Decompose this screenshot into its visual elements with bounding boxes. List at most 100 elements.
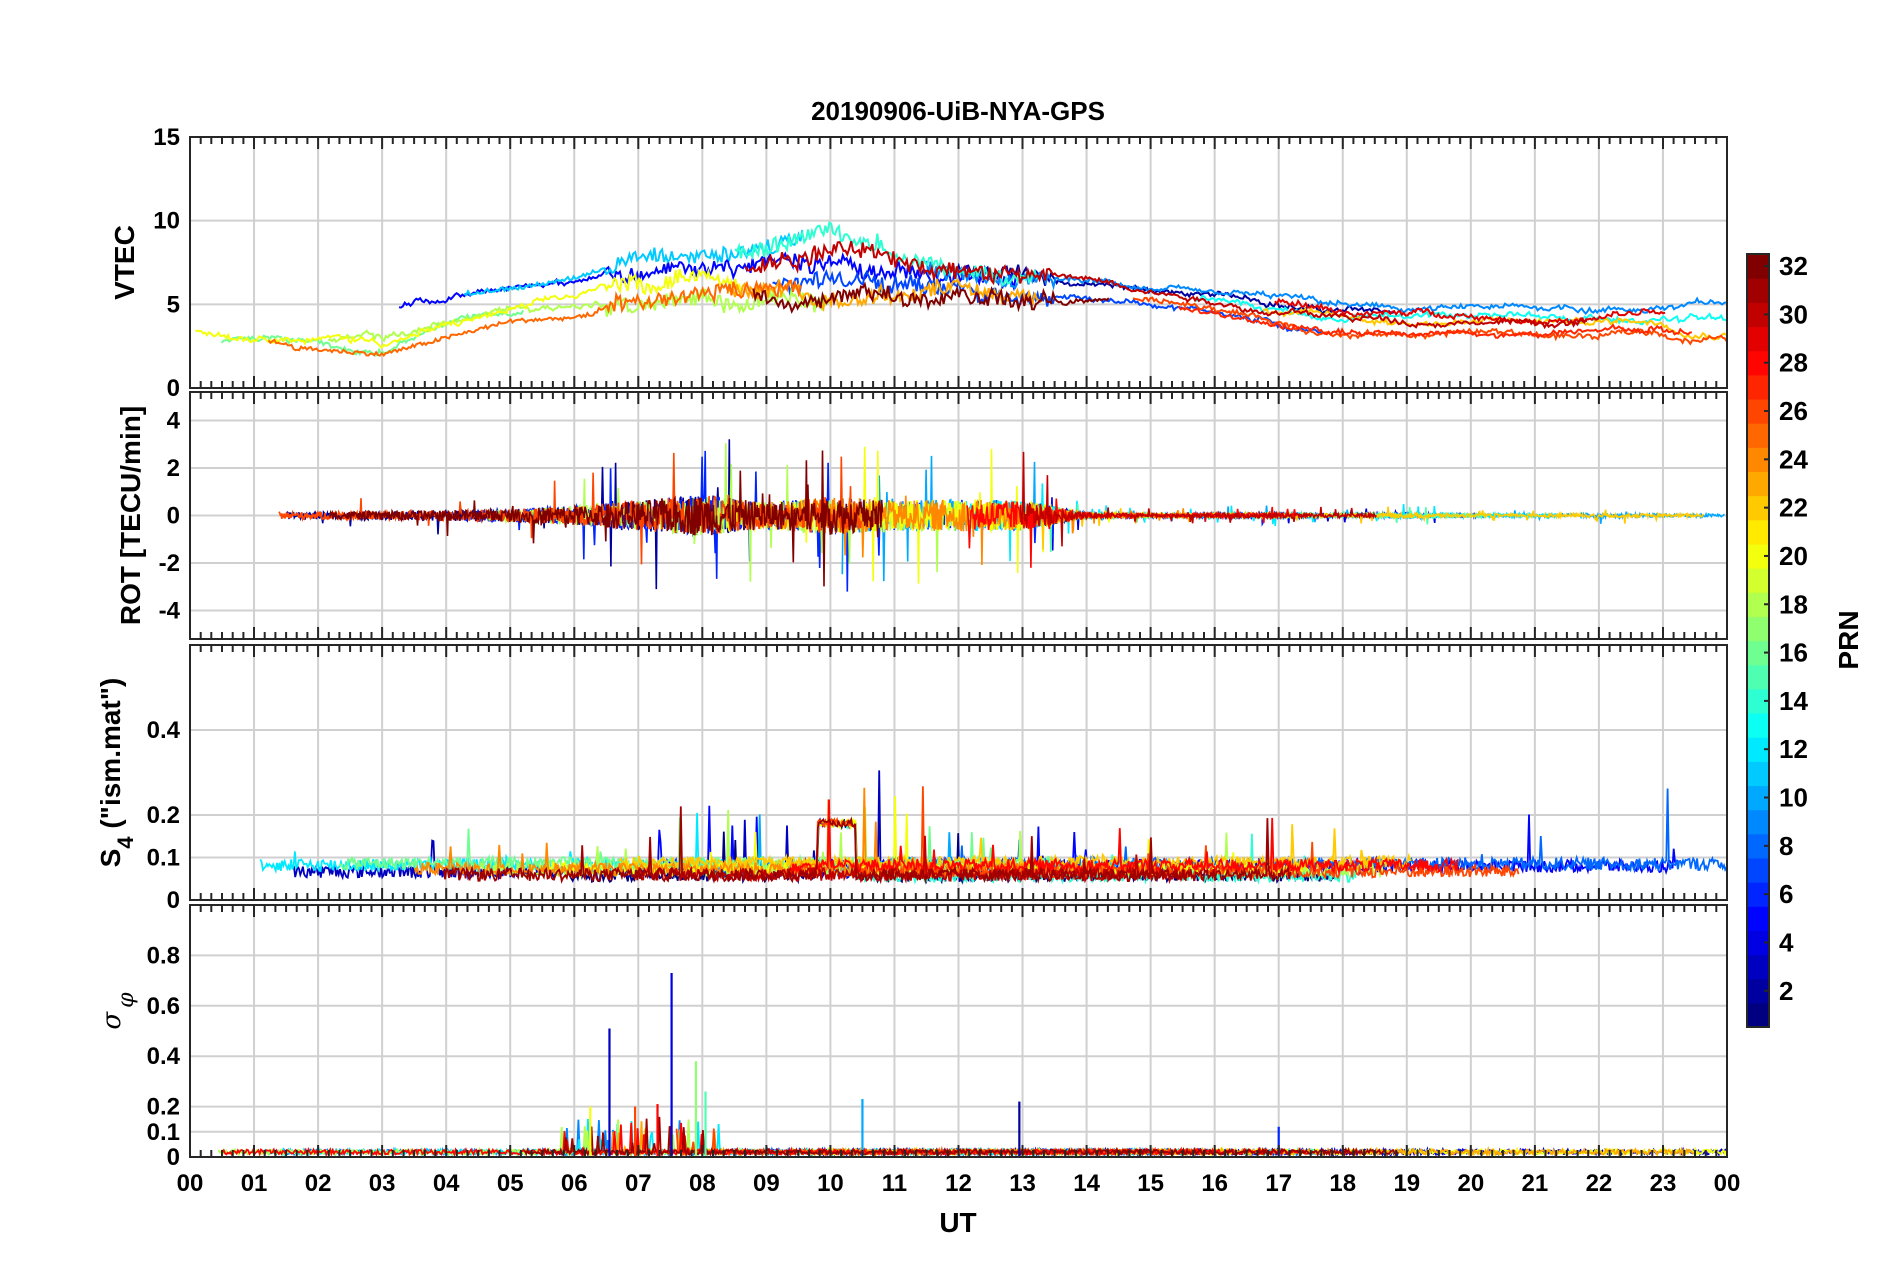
vtec-series: [267, 279, 802, 358]
colorbar-tick-label: 32: [1779, 251, 1808, 281]
x-axis-label: UT: [939, 1207, 976, 1238]
y-axis-label: σφ: [97, 992, 139, 1030]
colorbar-tick-label: 8: [1779, 831, 1793, 861]
y-tick-label: 0: [167, 375, 180, 402]
colorbar-swatch: [1747, 833, 1769, 859]
x-tick-label: 16: [1201, 1170, 1228, 1197]
x-tick-label: 12: [945, 1170, 972, 1197]
series-group: [278, 439, 1725, 592]
series-group: [195, 221, 1727, 358]
colorbar-swatch: [1747, 254, 1769, 279]
colorbar-swatch: [1747, 519, 1769, 545]
colorbar-swatch: [1747, 906, 1769, 931]
vtec-series: [1177, 305, 1693, 339]
y-tick-label: 0.1: [147, 1119, 180, 1146]
x-tick-label: 22: [1586, 1170, 1613, 1197]
colorbar-tick-label: 10: [1779, 783, 1808, 813]
colorbar-tick-label: 2: [1779, 976, 1793, 1006]
x-ticks: [189, 645, 1728, 900]
y-axis-label: ROT [TECU/min]: [115, 406, 146, 625]
x-tick-label: 19: [1393, 1170, 1420, 1197]
colorbar-tick-label: 30: [1779, 299, 1808, 329]
x-tick-label: 13: [1009, 1170, 1036, 1197]
x-tick-label: 10: [817, 1170, 844, 1197]
colorbar-swatch: [1747, 1002, 1769, 1028]
colorbar-swatch: [1747, 568, 1769, 593]
rot-series: [1019, 451, 1377, 547]
colorbar-swatch: [1747, 616, 1769, 642]
colorbar-tick-label: 4: [1779, 927, 1794, 957]
y-tick-label: 0.1: [147, 845, 180, 872]
x-ticks: [189, 137, 1728, 388]
x-tick-label: 01: [241, 1170, 268, 1197]
y-tick-label: 0: [167, 1144, 180, 1171]
s4-series: [787, 799, 1459, 875]
vtec-series: [327, 287, 831, 344]
colorbar-swatch: [1747, 640, 1769, 666]
x-tick-label: 03: [369, 1170, 396, 1197]
colorbar-tick-label: 26: [1779, 396, 1808, 426]
sigma-phi-series: [524, 1116, 1399, 1157]
x-tick-label: 17: [1265, 1170, 1292, 1197]
x-tick-label: 00: [177, 1170, 204, 1197]
x-tick-label: 04: [433, 1170, 460, 1197]
rot-series: [990, 501, 1704, 550]
y-tick-label: 0.2: [147, 1094, 180, 1121]
vtec-series: [195, 268, 743, 350]
colorbar-tick-label: 16: [1779, 638, 1808, 668]
panel-2: -4 -2 0 2 4 ROT [TECU/min]: [115, 391, 1728, 640]
y-tick-label: 0.6: [147, 993, 180, 1020]
y-axis-label: VTEC: [109, 225, 140, 300]
colorbar-swatch: [1747, 495, 1769, 521]
colorbar-tick-label: 22: [1779, 493, 1808, 523]
y-tick-label: 0.4: [147, 717, 181, 744]
series-group: [217, 973, 1727, 1157]
colorbar-swatch: [1747, 809, 1769, 835]
x-tick-label: 15: [1137, 1170, 1164, 1197]
rot-series: [1033, 504, 1489, 553]
vtec-series: [925, 260, 1727, 315]
colorbar-swatch: [1747, 930, 1769, 956]
rot-series: [966, 498, 1297, 568]
colorbar-swatch: [1747, 761, 1769, 787]
vtec-series: [1274, 297, 1666, 326]
panel-3: 0 0.1 0.2 0.4 S4 ("ism.mat"): [95, 644, 1728, 914]
x-ticks: [189, 392, 1728, 639]
colorbar-swatch: [1747, 350, 1769, 376]
x-tick-label: 06: [561, 1170, 588, 1197]
colorbar-swatch: [1747, 398, 1769, 424]
colorbar-swatch: [1747, 737, 1769, 762]
panel-1: 0 5 10 15 VTEC: [109, 124, 1728, 402]
x-tick-label: 23: [1650, 1170, 1677, 1197]
x-tick-label: 00: [1714, 1170, 1741, 1197]
x-tick-label: 02: [305, 1170, 332, 1197]
x-tick-label: 05: [497, 1170, 524, 1197]
y-tick-label: 0: [167, 503, 180, 530]
y-tick-label: 0.2: [147, 802, 180, 829]
panel-4: 00.10.2 0.4 0.6 0.8 00 01 02 03 04 05 06 07 08 09 10 11…: [97, 904, 1741, 1197]
colorbar-tick-label: 20: [1779, 541, 1808, 571]
x-tick-label: 09: [753, 1170, 780, 1197]
colorbar-tick-label: 12: [1779, 734, 1808, 764]
colorbar-tick-label: 6: [1779, 879, 1793, 909]
colorbar-tick-label: 18: [1779, 589, 1808, 619]
y-tick-label: 0.8: [147, 942, 180, 969]
y-tick-label: -4: [159, 598, 181, 625]
series-group: [259, 770, 1727, 885]
x-tick-label: 20: [1457, 1170, 1484, 1197]
figure-title: 20190906-UiB-NYA-GPS: [811, 96, 1105, 126]
vtec-series: [744, 240, 1588, 330]
colorbar-swatch: [1747, 785, 1769, 811]
vtec-series: [1132, 296, 1727, 346]
colorbar-swatch: [1747, 664, 1769, 690]
x-tick-label: 21: [1522, 1170, 1549, 1197]
colorbar-swatch: [1747, 688, 1769, 714]
y-tick-label: 2: [167, 455, 180, 482]
rot-series: [1043, 497, 1485, 551]
y-tick-label: 15: [153, 124, 180, 151]
colorbar-frame: [1746, 253, 1770, 1028]
y-tick-label: -2: [159, 550, 180, 577]
colorbar-swatch: [1747, 302, 1769, 328]
